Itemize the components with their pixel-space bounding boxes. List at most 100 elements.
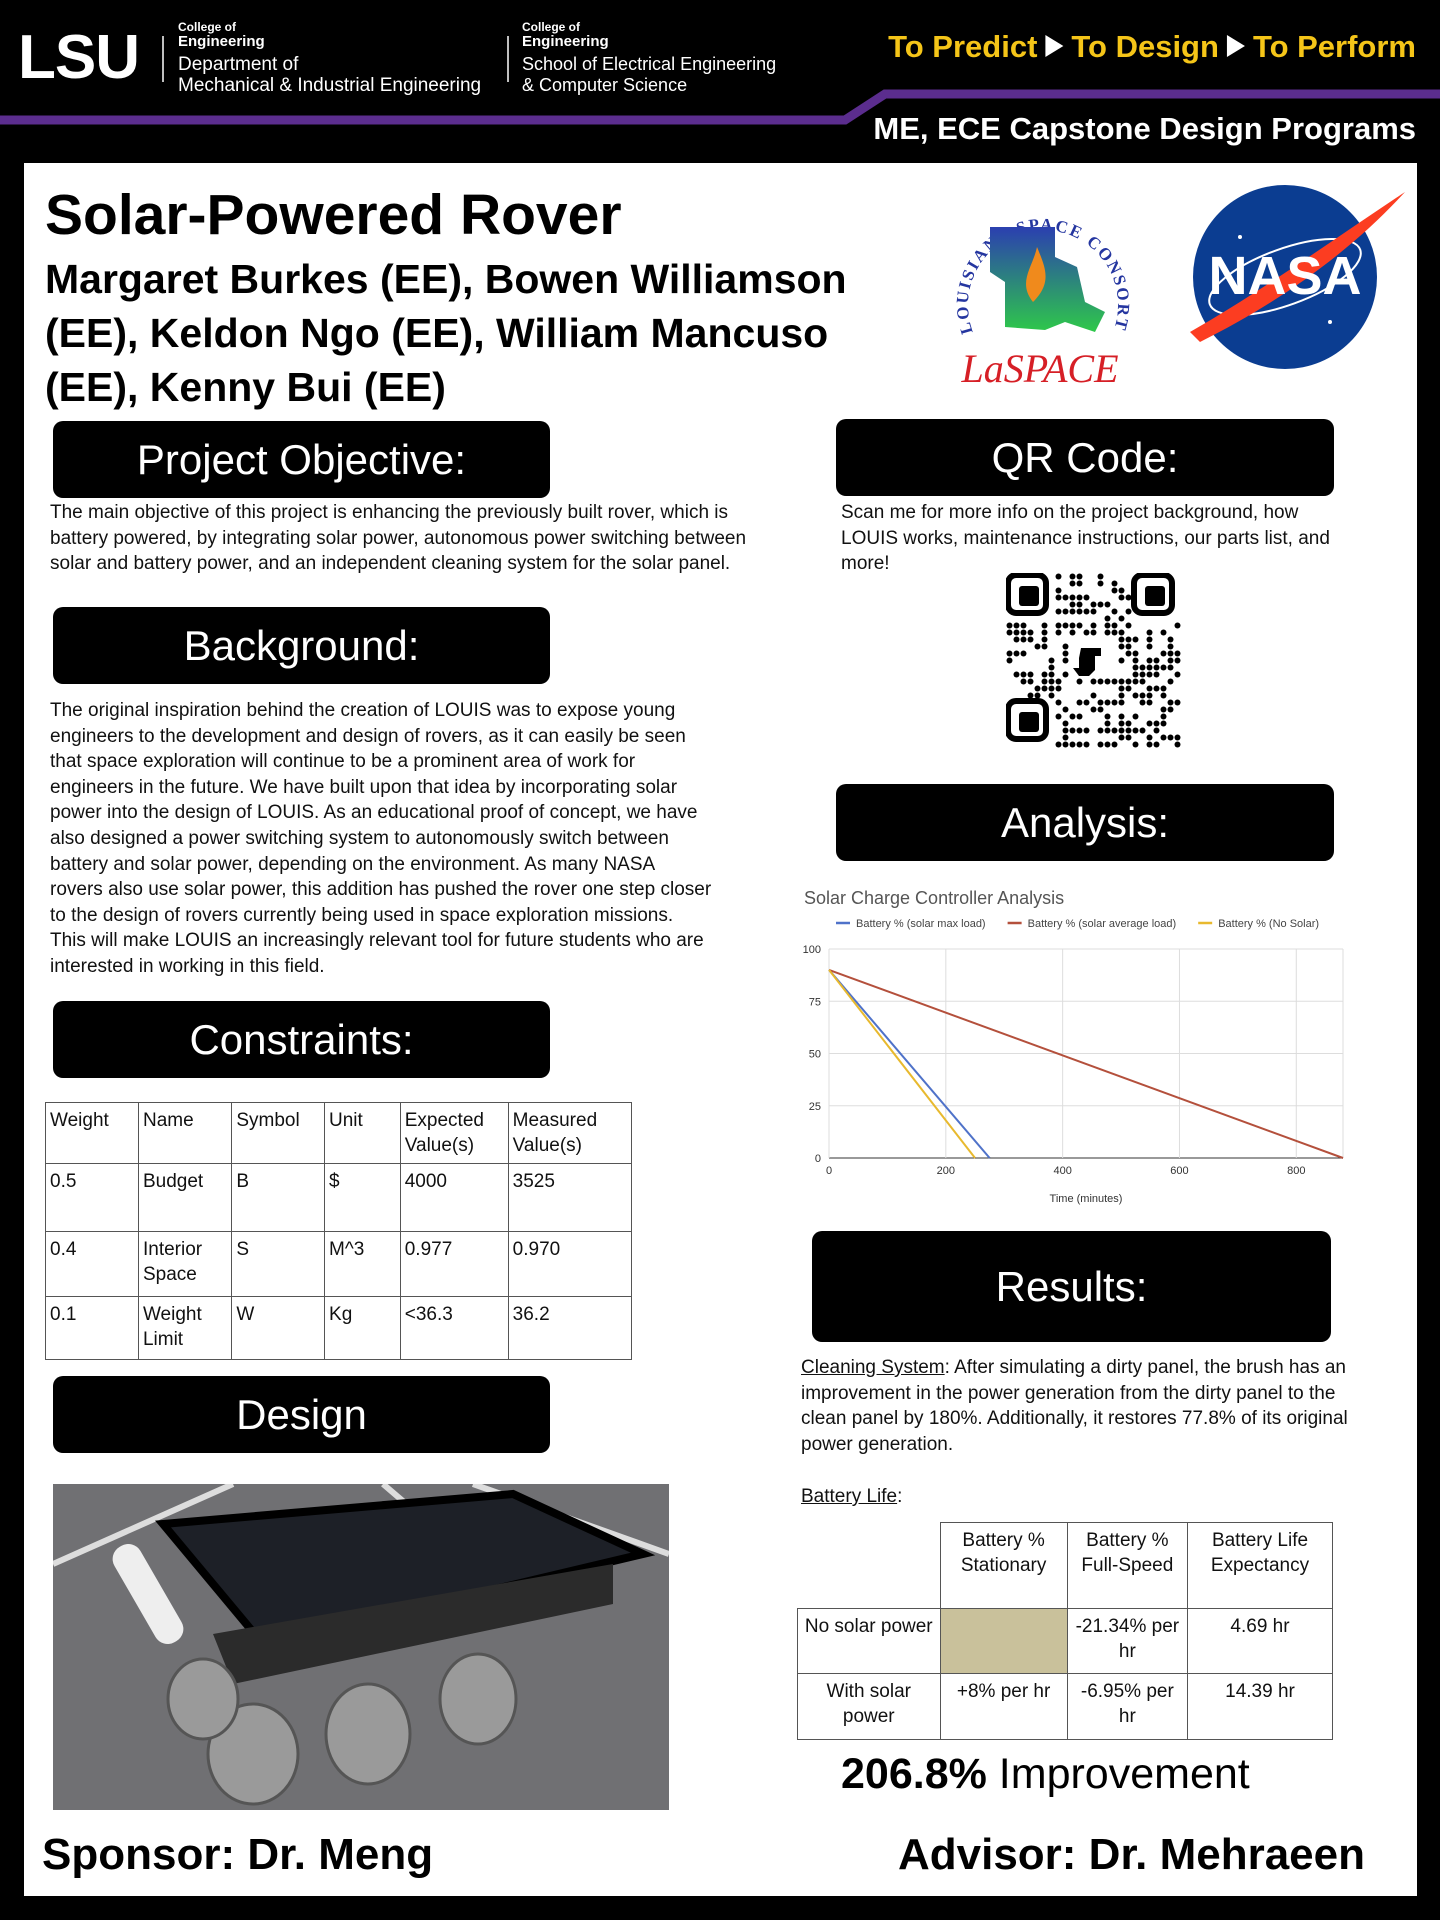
qr-dot xyxy=(1076,713,1083,720)
empty-cell xyxy=(939,1608,1068,1674)
qr-dot xyxy=(1111,699,1118,706)
y-tick-label: 25 xyxy=(809,1101,821,1113)
qr-dot xyxy=(1167,699,1174,706)
qr-dot xyxy=(1041,636,1048,643)
qr-dot xyxy=(1160,629,1167,636)
qr-dot xyxy=(1062,734,1069,741)
cell: 36.2 xyxy=(507,1296,633,1360)
qr-dot xyxy=(1006,650,1013,657)
qr-dot xyxy=(1174,650,1181,657)
qr-dot xyxy=(1097,678,1104,685)
qr-dot xyxy=(1090,629,1097,636)
qr-dot xyxy=(1097,727,1104,734)
qr-dot xyxy=(1118,587,1125,594)
qr-dot xyxy=(1118,615,1125,622)
qr-dot xyxy=(1139,692,1146,699)
qr-dot xyxy=(1097,573,1104,580)
cell: 0.5 xyxy=(45,1163,139,1232)
qr-dot xyxy=(1062,727,1069,734)
title: Solar-Powered Rover xyxy=(45,183,622,247)
qr-dot xyxy=(1160,664,1167,671)
qr-dot xyxy=(1090,608,1097,615)
nasa-logo: NASA xyxy=(1190,185,1405,369)
qr-dot xyxy=(1062,622,1069,629)
qr-dot xyxy=(1069,594,1076,601)
qr-dot xyxy=(1076,741,1083,748)
qr-dot xyxy=(1055,713,1062,720)
qr-dot xyxy=(1111,727,1118,734)
table-row: Battery % Stationary Battery % Full-Speed… xyxy=(797,1522,1333,1609)
star xyxy=(1238,235,1242,239)
qr-dot xyxy=(1076,594,1083,601)
row-label: With solar power xyxy=(797,1673,941,1740)
qr-dot xyxy=(1118,699,1125,706)
school: Engineering xyxy=(178,33,265,50)
qr-dot xyxy=(1174,657,1181,664)
header-cell: Battery Life Expectancy xyxy=(1187,1522,1333,1609)
section-heading: QR Code: xyxy=(836,419,1334,496)
section-heading: Constraints: xyxy=(53,1001,550,1078)
qr-code xyxy=(1006,573,1181,748)
qr-dot xyxy=(1174,622,1181,629)
qr-dot xyxy=(1153,664,1160,671)
stripe xyxy=(0,89,1440,125)
dept: & Computer Science xyxy=(522,75,687,95)
qr-dot xyxy=(1167,678,1174,685)
college: College of xyxy=(522,20,581,34)
finder-core xyxy=(1019,712,1039,732)
qr-dot xyxy=(1076,678,1083,685)
qr-dot xyxy=(1167,706,1174,713)
legend-label: Battery % (solar max load) xyxy=(856,918,986,930)
qr-dot xyxy=(1118,629,1125,636)
qr-dot xyxy=(1146,692,1153,699)
series-line xyxy=(828,968,1344,1159)
qr-dot xyxy=(1041,643,1048,650)
qr-dot xyxy=(1055,594,1062,601)
header-cell: Expected Value(s) xyxy=(399,1102,509,1164)
series-line xyxy=(828,969,991,1159)
qr-dot xyxy=(1118,657,1125,664)
qr-dot xyxy=(1146,657,1153,664)
qr-dot xyxy=(1146,643,1153,650)
qr-dot xyxy=(1076,622,1083,629)
qr-dot xyxy=(1055,685,1062,692)
section-heading: Design xyxy=(53,1376,550,1453)
advisor: Advisor: Dr. Mehraeen xyxy=(897,1830,1365,1879)
star xyxy=(1328,320,1332,324)
qr-dot xyxy=(1013,629,1020,636)
qr-dot xyxy=(1048,678,1055,685)
state-shape xyxy=(990,227,1105,332)
cell: $ xyxy=(324,1163,401,1232)
qr-dot xyxy=(1132,636,1139,643)
qr-dot xyxy=(1013,636,1020,643)
qr-dot xyxy=(1104,601,1111,608)
qr-dot xyxy=(1132,678,1139,685)
qr-dot xyxy=(1083,629,1090,636)
qr-dot xyxy=(1111,608,1118,615)
constraints-table: Weight Name Symbol Unit Expected Value(s) Mea… xyxy=(45,1102,633,1360)
qr-dot xyxy=(1013,650,1020,657)
finder xyxy=(1131,573,1175,616)
qr-dot xyxy=(1069,580,1076,587)
qr-dot xyxy=(1097,580,1104,587)
cell: Kg xyxy=(324,1296,401,1360)
qr-dot xyxy=(1160,713,1167,720)
programs: ME, ECE Capstone Design Programs xyxy=(873,111,1416,146)
cell: 4000 xyxy=(399,1163,509,1232)
qr-dot xyxy=(1153,657,1160,664)
qr-dot xyxy=(1104,699,1111,706)
qr-dot xyxy=(1041,685,1048,692)
x-axis-label: Time (minutes) xyxy=(1050,1193,1123,1205)
header-cell: Name xyxy=(137,1102,233,1164)
rover-photo xyxy=(53,1484,669,1810)
qr-dot xyxy=(1090,622,1097,629)
qr-dot xyxy=(1020,636,1027,643)
laspace-text: LaSPACE xyxy=(960,346,1118,391)
cell: M^3 xyxy=(324,1231,401,1297)
qr-dot xyxy=(1055,699,1062,706)
qr-dot xyxy=(1097,741,1104,748)
qr-dot xyxy=(1125,685,1132,692)
qr-dot xyxy=(1097,601,1104,608)
qr-dot xyxy=(1118,643,1125,650)
qr-dot xyxy=(1069,741,1076,748)
